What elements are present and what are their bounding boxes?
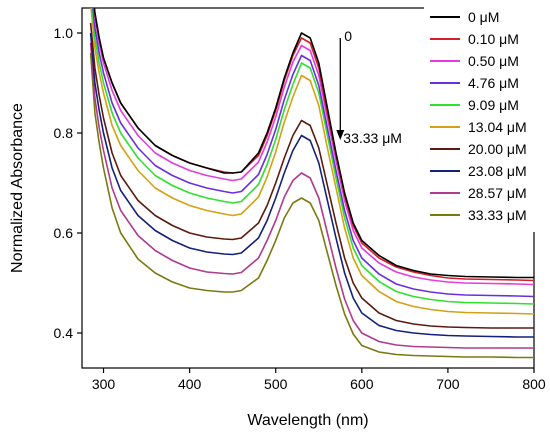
series-line: [89, 32, 534, 338]
legend-label: 33.33 μM: [468, 207, 527, 223]
legend-label: 13.04 μM: [468, 119, 527, 135]
y-axis-title: Normalized Absorbance: [9, 103, 26, 273]
legend: 0 μM 0.10 μM 0.50 μM 4.76 μM 9.09 μM 13.04 μM…: [424, 6, 546, 232]
x-tick-label: 600: [350, 376, 374, 392]
series-line: [92, 8, 534, 298]
y-tick-label: 1.0: [54, 25, 74, 41]
series-line: [89, 42, 534, 349]
legend-label: 0 μM: [468, 9, 499, 25]
legend-label: 9.09 μM: [468, 97, 519, 113]
legend-label: 20.00 μM: [468, 141, 527, 157]
legend-label: 4.76 μM: [468, 75, 519, 91]
series-line: [89, 52, 534, 359]
arrow-head: [336, 130, 345, 140]
legend-label: 0.10 μM: [468, 31, 519, 47]
series-line: [93, 8, 534, 279]
x-tick-label: 800: [522, 376, 546, 392]
x-axis-ticks: 300 400 500 600 700 800: [92, 368, 546, 392]
legend-label: 23.08 μM: [468, 163, 527, 179]
legend-background: [424, 6, 546, 232]
legend-label: 0.50 μM: [468, 53, 519, 69]
series-line: [89, 22, 534, 329]
arrow-start-label: 0: [344, 28, 352, 44]
y-tick-label: 0.6: [54, 225, 74, 241]
y-tick-label: 0.4: [54, 325, 74, 341]
y-axis-ticks: 0.4 0.6 0.8 1.0: [54, 25, 82, 341]
arrow-annotation: 0 33.33 μM: [336, 28, 402, 146]
arrow-end-label: 33.33 μM: [343, 130, 402, 146]
x-tick-label: 400: [178, 376, 202, 392]
x-tick-label: 300: [92, 376, 116, 392]
series-line: [90, 8, 534, 315]
x-axis-title: Wavelength (nm): [247, 412, 368, 429]
series-line: [93, 8, 534, 286]
series-layer: [89, 8, 534, 359]
x-tick-label: 700: [436, 376, 460, 392]
y-tick-label: 0.8: [54, 125, 74, 141]
x-tick-label: 500: [264, 376, 288, 392]
legend-label: 28.57 μM: [468, 185, 527, 201]
series-line: [91, 8, 534, 305]
